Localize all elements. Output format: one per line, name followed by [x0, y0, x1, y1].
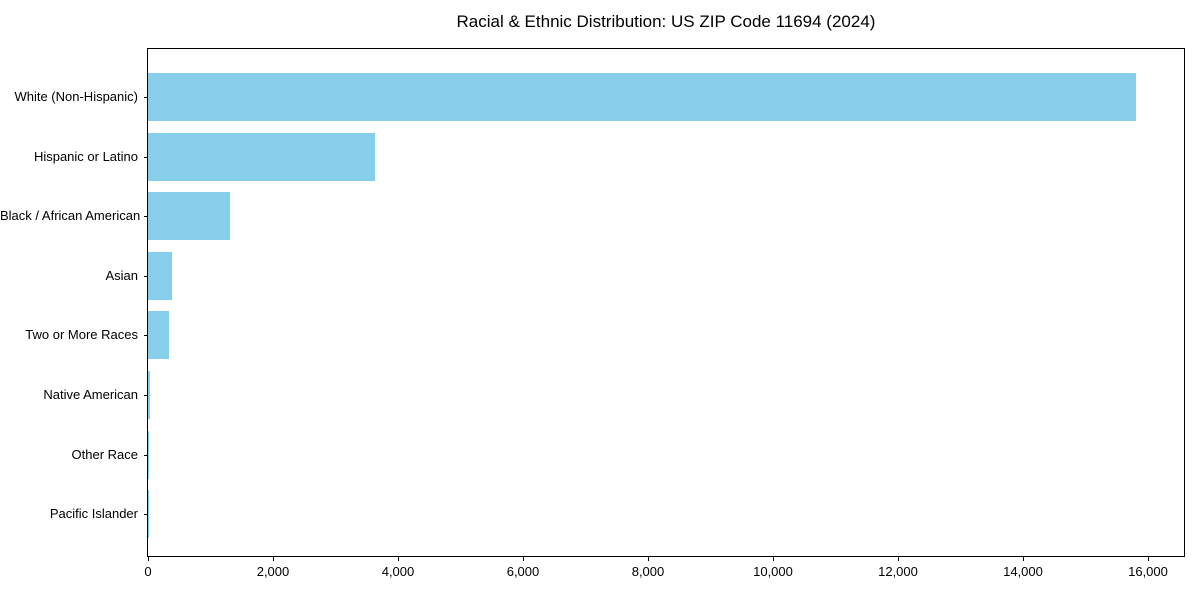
y-tick-label: Other Race: [71, 446, 138, 462]
y-tick-mark: [144, 275, 148, 277]
x-tick-mark: [648, 557, 649, 561]
bar-asian: [148, 251, 173, 300]
x-tick-mark: [773, 557, 774, 561]
y-tick-mark: [144, 395, 148, 396]
y-tick-mark: [144, 335, 148, 337]
y-tick-mark: [144, 514, 148, 516]
x-tick-label: 12,000: [878, 564, 918, 579]
x-tick-label: 4,000: [381, 564, 415, 579]
x-tick-label: 16,000: [1128, 564, 1168, 579]
x-tick-mark: [273, 557, 274, 561]
y-tick-mark: [144, 156, 148, 158]
y-tick-label: White (Non-Hispanic): [14, 89, 138, 104]
y-tick-label: Native American: [43, 387, 138, 402]
x-tick-mark: [523, 557, 524, 561]
plot-area: [147, 48, 1185, 557]
x-tick-label: 2,000: [256, 564, 290, 579]
y-tick-label: Asian: [105, 267, 138, 283]
x-tick-mark: [1148, 557, 1149, 561]
y-tick-mark: [144, 454, 148, 456]
y-tick-label: Hispanic or Latino: [33, 148, 138, 164]
bar-black-african-american: [148, 192, 230, 241]
bar-white-non-hispanic: [148, 73, 1136, 121]
x-tick-label: 6,000: [506, 564, 540, 579]
x-tick-mark: [398, 557, 399, 561]
y-tick-label: Two or More Races: [25, 327, 138, 343]
x-tick-mark: [148, 557, 149, 561]
x-tick-label: 14,000: [1003, 564, 1043, 579]
y-tick-mark: [144, 97, 148, 98]
y-tick-label: Pacific Islander: [49, 506, 138, 522]
x-tick-label: 0: [144, 564, 152, 579]
bar-hispanic-or-latino: [148, 132, 375, 181]
bar-other-race: [148, 430, 149, 479]
bar-native-american: [148, 371, 150, 419]
y-tick-label: Black / African American: [0, 208, 141, 224]
x-tick-label: 8,000: [631, 564, 665, 579]
chart-title: Racial & Ethnic Distribution: US ZIP Cod…: [456, 12, 876, 31]
bar-two-or-more-races: [148, 311, 169, 360]
x-tick-mark: [1023, 557, 1024, 561]
y-tick-mark: [144, 216, 148, 218]
x-tick-label: 10,000: [753, 564, 793, 579]
x-tick-mark: [898, 557, 899, 561]
